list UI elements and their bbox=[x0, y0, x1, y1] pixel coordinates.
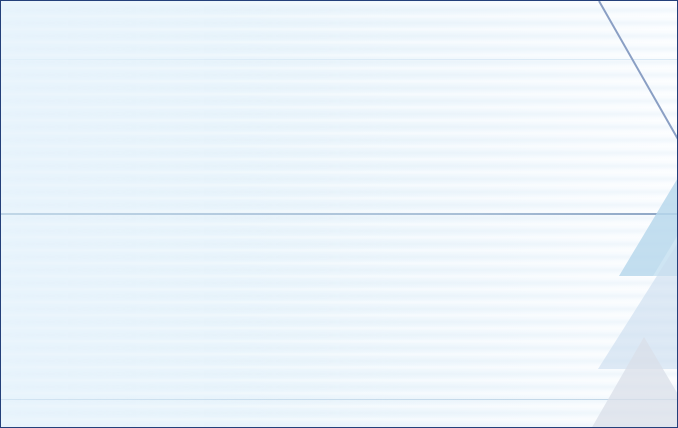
pale-triangle bbox=[598, 244, 677, 369]
lower-divider-line bbox=[1, 399, 677, 400]
middle-divider-line bbox=[1, 213, 677, 215]
upper-divider-line bbox=[1, 59, 677, 60]
blue-triangle bbox=[619, 179, 677, 276]
grey-triangle bbox=[592, 337, 677, 427]
diagonal-line bbox=[598, 1, 677, 140]
